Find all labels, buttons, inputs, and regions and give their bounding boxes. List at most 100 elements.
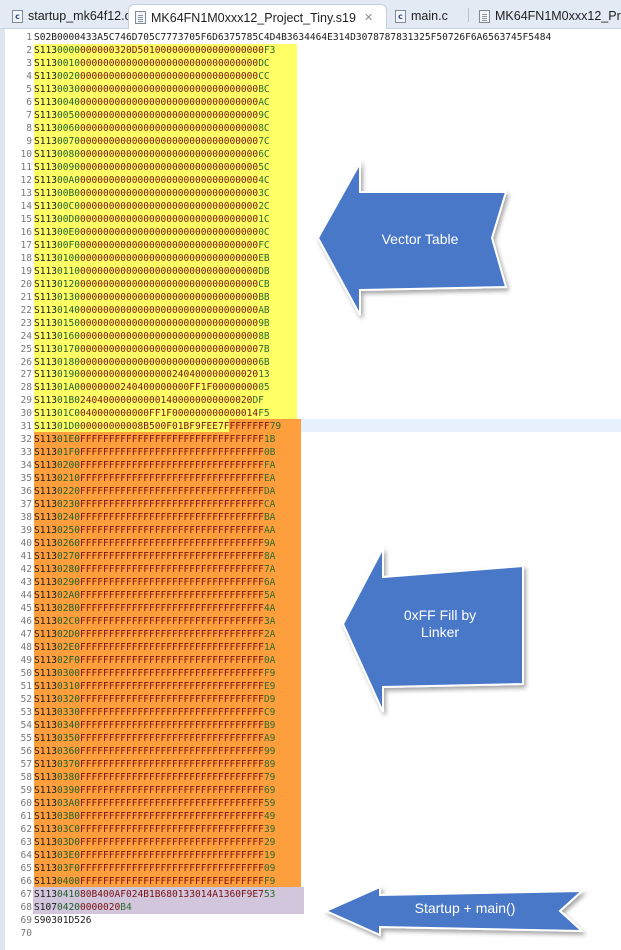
editor-line[interactable]: 69 S90301D526 (0, 914, 621, 927)
srecord-text: S1130260FFFFFFFFFFFFFFFFFFFFFFFFFFFFFFFF… (34, 538, 276, 550)
editor-line[interactable]: 66 S1130400FFFFFFFFFFFFFFFFFFFFFFFFFEFFFF… (0, 875, 621, 888)
line-number: 59 (20, 784, 33, 796)
editor-line[interactable]: 29 S11301B0240400000000001400000000000020… (0, 394, 621, 407)
editor-line[interactable]: 53 S1130330FFFFFFFFFFFFFFFFFFFFFFFFFFFFFF… (0, 706, 621, 719)
srecord-text: S10704200000020B4 (34, 901, 132, 913)
editor-line[interactable]: 26 S1130180000000000000000000000000000000… (0, 356, 621, 369)
editor-line[interactable]: 67 S113041080B400AF024B1B680133014A1360F9… (0, 888, 621, 901)
tab-startup-mk64f12-c[interactable]: c startup_mk64f12.c (6, 4, 131, 28)
editor-line[interactable]: 31 S11301D000000000008B500F01BF9FEE7FFFFF… (0, 420, 621, 433)
startup-main-label: Startup + main() (414, 900, 516, 916)
editor-line[interactable]: 52 S1130320FFFFFFFFFFFFFFFFFFFFFFFFFFFFFF… (0, 693, 621, 706)
editor-line[interactable]: 63 S11303D0FFFFFFFFFFFFFFFFFFFFFFFFFFFFFF… (0, 836, 621, 849)
line-number: 43 (20, 577, 33, 589)
line-number: 33 (20, 447, 33, 459)
editor-line[interactable]: 43 S1130290FFFFFFFFFFFFFFFFFFFFFFFFFFFFFF… (0, 576, 621, 589)
line-number: 57 (20, 758, 33, 770)
editor-line[interactable]: 45 S11302B0FFFFFFFFFFFFFFFFFFFFFFFFFFFFFF… (0, 602, 621, 615)
editor-line[interactable]: 1 S02B0000433A5C746D705C7773705F6D6375785… (0, 31, 621, 44)
line-number: 11 (20, 161, 33, 173)
editor-line[interactable]: 56 S1130360FFFFFFFFFFFFFFFFFFFFFFFFFFFFFF… (0, 745, 621, 758)
editor-line[interactable]: 55 S1130350FFFFFFFFFFFFFFFFFFFFFFFFFFFFFF… (0, 732, 621, 745)
editor-line[interactable]: 60 S11303A0FFFFFFFFFFFFFFFFFFFFFFFFFFFFFF… (0, 797, 621, 810)
editor-line[interactable]: 40 S1130260FFFFFFFFFFFFFFFFFFFFFFFFFFFFFF… (0, 537, 621, 550)
editor-line[interactable]: 46 S11302C0FFFFFFFFFFFFFFFFFFFFFFFFFFFFFF… (0, 615, 621, 628)
editor-line[interactable]: 16 S11300E0000000000000000000000000000000… (0, 226, 621, 239)
editor-line[interactable]: 50 S1130300FFFFFFFFFFFFFFFFFFFFFFFFFFFFFF… (0, 667, 621, 680)
editor-line[interactable]: 65 S11303F0FFFFFFFFFFFFFFFFFFFFFFFFFFFFFF… (0, 862, 621, 875)
editor-line[interactable]: 37 S1130230FFFFFFFFFFFFFFFFFFFFFFFFFFFFFF… (0, 498, 621, 511)
srecord-text: S11300100000000000000000000000000000000D… (34, 57, 270, 69)
editor-line[interactable]: 9 S11300700000000000000000000000000000000… (0, 135, 621, 148)
editor-line[interactable]: 44 S11302A0FFFFFFFFFFFFFFFFFFFFFFFFFFFFFF… (0, 589, 621, 602)
editor-line[interactable]: 8 S11300600000000000000000000000000000000… (0, 122, 621, 135)
editor-line[interactable]: 3 S11300100000000000000000000000000000000… (0, 57, 621, 70)
vector-table-label: Vector Table (381, 231, 459, 247)
line-number: 29 (20, 395, 33, 407)
line-number: 23 (20, 317, 33, 329)
line-number: 30 (20, 408, 33, 420)
editor-line[interactable]: 22 S1130140000000000000000000000000000000… (0, 304, 621, 317)
srecord-text: S11301200000000000000000000000000000000C… (34, 278, 270, 290)
line-number: 69 (20, 914, 33, 926)
srecord-text: S1130320FFFFFFFFFFFFFFFFFFFFFFFFFFFFFFFF… (34, 693, 276, 705)
editor-line[interactable]: 42 S1130280FFFFFFFFFFFFFFFFFFFFFFFFFFFFFF… (0, 563, 621, 576)
editor-line[interactable]: 28 S11301A00000000240400000000FF1F0000000… (0, 381, 621, 394)
editor-line[interactable]: 68 S10704200000020B4 (0, 901, 621, 914)
editor-line[interactable]: 25 S1130170000000000000000000000000000000… (0, 343, 621, 356)
editor-line[interactable]: 2 S1130000000000320D501000000000000000000… (0, 44, 621, 57)
editor-line[interactable]: 36 S1130220FFFFFFFFFFFFFFFFFFFFFFFFFFFFFF… (0, 485, 621, 498)
line-number: 39 (20, 525, 33, 537)
line-number: 45 (20, 603, 33, 615)
editor-line[interactable]: 23 S1130150000000000000000000000000000000… (0, 317, 621, 330)
srecord-text: S11303E0FFFFFFFFFFFFFFFFFFFFFFFFFFFFFFFF… (34, 849, 276, 861)
editor-line[interactable]: 38 S1130240FFFFFFFFFFFFFFFFFFFFFFFFFFFFFF… (0, 511, 621, 524)
editor-line[interactable]: 30 S11301C0040000000000FF1F00000000000001… (0, 407, 621, 420)
tab-project-s19-2[interactable]: MK64FN1M0xxx12_Proje (473, 4, 621, 28)
editor-line[interactable]: 27 S1130190000000000000000024040000000002… (0, 368, 621, 381)
tab-project-tiny-s19[interactable]: MK64FN1M0xxx12_Project_Tiny.s19 ✕ (128, 4, 387, 30)
editor-line[interactable]: 62 S11303C0FFFFFFFFFFFFFFFFFFFFFFFFFFFFFF… (0, 823, 621, 836)
s19-text-editor[interactable]: 1 S02B0000433A5C746D705C7773705F6D6375785… (0, 29, 621, 950)
editor-line[interactable]: 57 S1130370FFFFFFFFFFFFFFFFFFFFFFFFFFFFFF… (0, 758, 621, 771)
editor-line[interactable]: 6 S11300400000000000000000000000000000000… (0, 96, 621, 109)
editor-line[interactable]: 47 S11302D0FFFFFFFFFFFFFFFFFFFFFFFFFFFFFF… (0, 628, 621, 641)
editor-line[interactable]: 32 S11301E0FFFFFFFFFFFFFFFFFFFFFFFFFFFFFF… (0, 433, 621, 446)
editor-line[interactable]: 7 S11300500000000000000000000000000000000… (0, 109, 621, 122)
close-tab-icon[interactable]: ✕ (363, 11, 374, 24)
editor-line[interactable]: 48 S11302E0FFFFFFFFFFFFFFFFFFFFFFFFFFFFFF… (0, 641, 621, 654)
line-number: 67 (20, 888, 33, 900)
editor-line[interactable]: 39 S1130250FFFFFFFFFFFFFFFFFFFFFFFFFFFFFF… (0, 524, 621, 537)
line-number: 41 (20, 551, 33, 563)
editor-line[interactable]: 34 S1130200FFFFFFFFFFFFFFFFFFFFFFFFFFFFFF… (0, 459, 621, 472)
editor-line[interactable]: 14 S11300C0000000000000000000000000000000… (0, 200, 621, 213)
editor-line[interactable]: 19 S1130110000000000000000000000000000000… (0, 265, 621, 278)
editor-line[interactable]: 41 S1130270FFFFFFFFFFFFFFFFFFFFFFFFFFFFFF… (0, 550, 621, 563)
editor-line[interactable]: 33 S11301F0FFFFFFFFFFFFFFFFFFFFFFFFFFFFFF… (0, 446, 621, 459)
editor-line[interactable]: 18 S1130100000000000000000000000000000000… (0, 252, 621, 265)
editor-line[interactable]: 11 S1130090000000000000000000000000000000… (0, 161, 621, 174)
editor-line[interactable]: 10 S1130080000000000000000000000000000000… (0, 148, 621, 161)
line-number: 50 (20, 668, 33, 680)
editor-line[interactable]: 61 S11303B0FFFFFFFFFFFFFFFFFFFFFFFFFFFFFF… (0, 810, 621, 823)
editor-line[interactable]: 13 S11300B0000000000000000000000000000000… (0, 187, 621, 200)
editor-line[interactable]: 51 S1130310FFFFFFFFFFFFFFFFFFFFFFFFFFFFFF… (0, 680, 621, 693)
editor-line[interactable]: 4 S11300200000000000000000000000000000000… (0, 70, 621, 83)
tab-main-c[interactable]: c main.c (389, 4, 448, 28)
editor-line[interactable]: 70 (0, 927, 621, 940)
editor-line[interactable]: 15 S11300D0000000000000000000000000000000… (0, 213, 621, 226)
srecord-text: S11302E0FFFFFFFFFFFFFFFFFFFFFFFFFFFFFFFF… (34, 642, 276, 654)
editor-line[interactable]: 64 S11303E0FFFFFFFFFFFFFFFFFFFFFFFFFFFFFF… (0, 849, 621, 862)
editor-line[interactable]: 54 S1130340FFFFFFFFFFFFFFFFFFFFFFFFFFFFFF… (0, 719, 621, 732)
editor-line[interactable]: 5 S11300300000000000000000000000000000000… (0, 83, 621, 96)
editor-line[interactable]: 21 S1130130000000000000000000000000000000… (0, 291, 621, 304)
editor-line[interactable]: 17 S11300F0000000000000000000000000000000… (0, 239, 621, 252)
editor-line[interactable]: 59 S1130390FFFFFFFFFFFFFFFFFFFFFFFFFFFFFF… (0, 784, 621, 797)
editor-line[interactable]: 12 S11300A0000000000000000000000000000000… (0, 174, 621, 187)
editor-line[interactable]: 24 S1130160000000000000000000000000000000… (0, 330, 621, 343)
editor-line[interactable]: 49 S11302F0FFFFFFFFFFFFFFFFFFFFFFFFFFFFFF… (0, 654, 621, 667)
editor-line[interactable]: 35 S1130210FFFFFFFFFFFFFFFFFFFFFFFFFFFFFF… (0, 472, 621, 485)
editor-line[interactable]: 20 S1130120000000000000000000000000000000… (0, 278, 621, 291)
srecord-text: S11300300000000000000000000000000000000B… (34, 83, 270, 95)
editor-line[interactable]: 58 S1130380FFFFFFFFFFFFFFFFFFFFFFFFFFFFFF… (0, 771, 621, 784)
